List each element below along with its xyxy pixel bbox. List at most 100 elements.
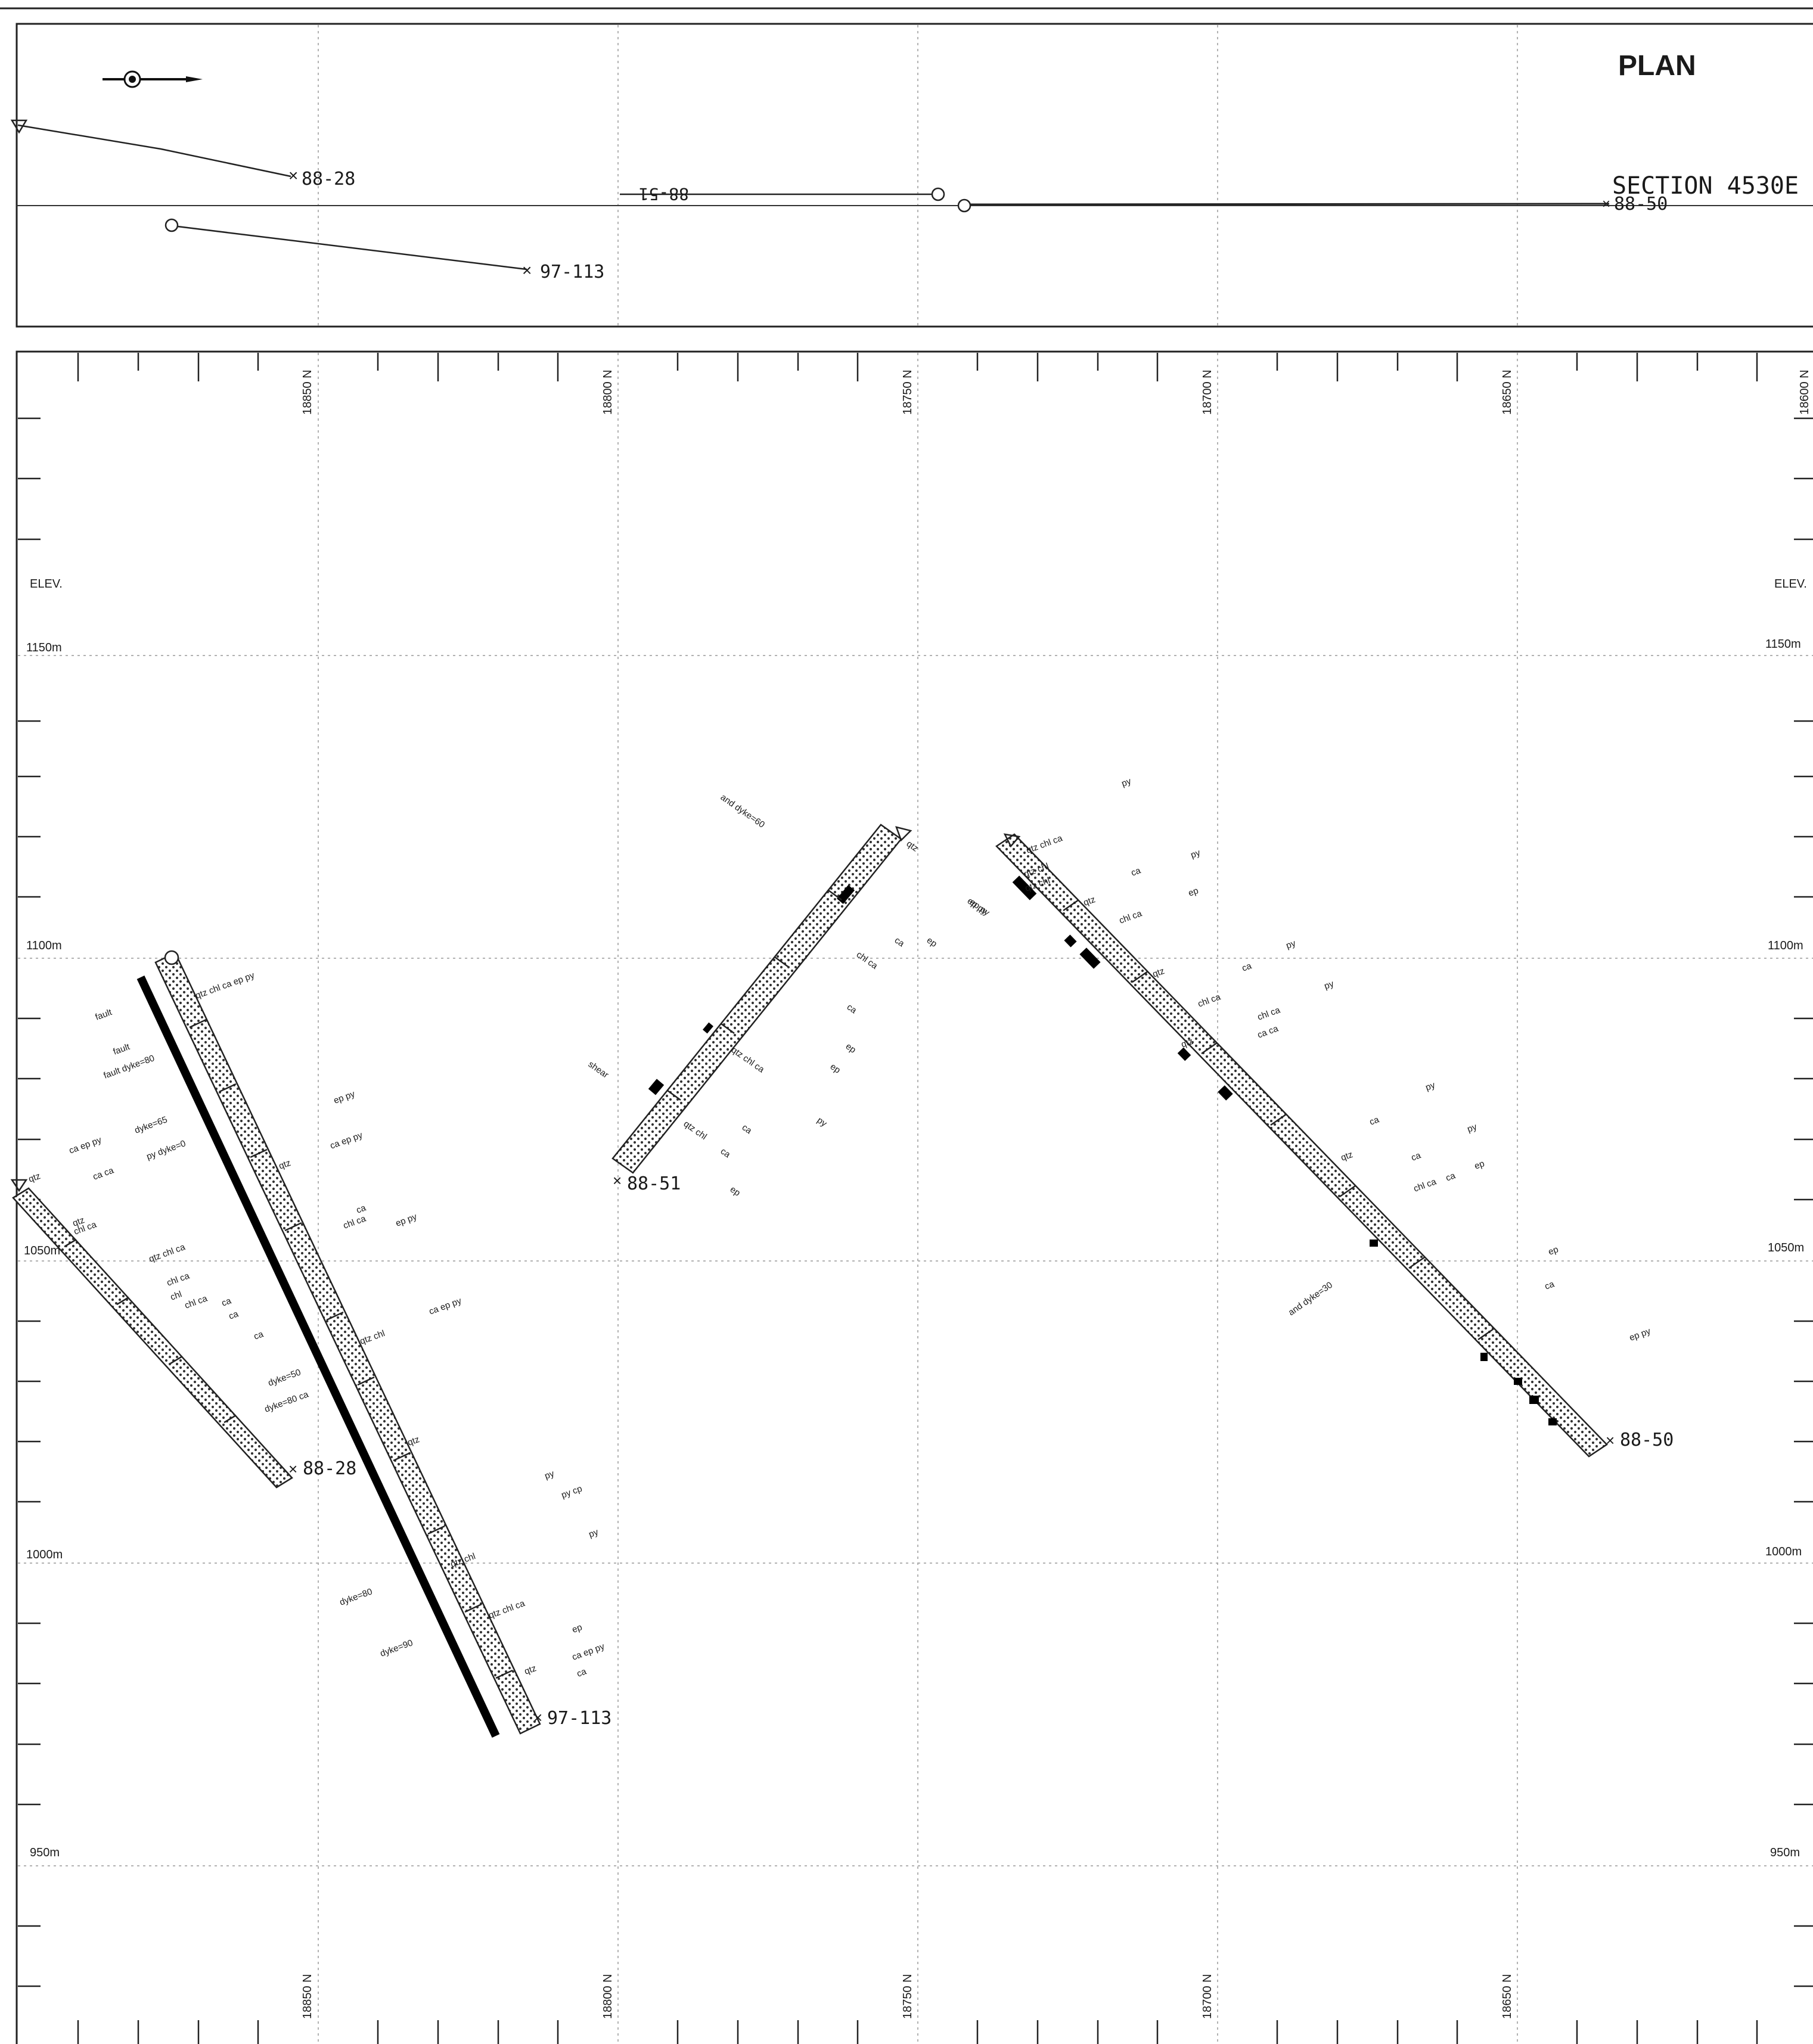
svg-text:chl ca: chl ca [1197,992,1222,1009]
svg-text:18700 N: 18700 N [1201,1974,1214,2019]
svg-text:ca: ca [228,1309,240,1322]
svg-text:×: × [288,1460,297,1478]
svg-text:18650 N: 18650 N [1501,369,1514,415]
svg-text:ep: ep [1547,1244,1560,1257]
svg-text:ca: ca [253,1329,265,1342]
svg-text:ep: ep [1473,1158,1486,1172]
svg-text:ca: ca [221,1296,233,1309]
svg-text:18800 N: 18800 N [601,1974,614,2019]
svg-text:py dyke=0: py dyke=0 [145,1138,187,1162]
annotations-97-113: qtz chl ca ep py ep py ca ep py ca chl c… [194,970,607,1679]
svg-text:×: × [613,1172,622,1189]
svg-text:py: py [815,1115,829,1129]
svg-text:py: py [1466,1122,1479,1135]
svg-text:chl ca: chl ca [855,949,880,971]
svg-text:dyke=50: dyke=50 [267,1367,303,1388]
svg-text:1100m: 1100m [26,939,62,952]
svg-text:qtz: qtz [278,1158,293,1172]
svg-text:qtz chl: qtz chl [682,1119,709,1142]
svg-text:ep: ep [1187,886,1200,899]
svg-text:chl: chl [169,1289,184,1303]
svg-text:ELEV.: ELEV. [30,577,63,591]
svg-text:py: py [1285,938,1297,951]
svg-text:18600 N: 18600 N [1798,369,1811,415]
svg-text:ep: ep [828,1061,842,1075]
svg-text:ca ca: ca ca [1256,1023,1280,1040]
plan-trace-97-113: × 97-113 [164,218,604,282]
svg-text:chl ca: chl ca [1412,1176,1438,1194]
annotations-88-50: py qtz chl ca qtz chl qtz chl ca py ep q… [1023,776,1653,1343]
svg-text:qtz: qtz [1340,1150,1355,1163]
svg-text:ca: ca [1445,1170,1457,1183]
svg-text:and dyke=60: and dyke=60 [719,792,766,830]
svg-text:ep: ep [925,935,939,949]
svg-text:dyke=80 ca: dyke=80 ca [263,1389,311,1415]
svg-text:ca: ca [576,1666,588,1679]
svg-text:qtz: qtz [1180,1036,1195,1050]
svg-text:×: × [288,166,298,185]
svg-text:qtz chl ca: qtz chl ca [1025,833,1064,856]
svg-text:ep py: ep py [1628,1326,1653,1343]
drillhole-88-28: × 88-28 [10,1179,356,1489]
hole-label-97-113: 97-113 [547,1708,611,1729]
svg-text:ca: ca [355,1203,368,1216]
svg-text:qtz chl ca ep py: qtz chl ca ep py [194,970,256,1001]
svg-text:chl ca: chl ca [342,1213,368,1231]
hole-label-88-28: 88-28 [303,1458,356,1479]
svg-text:18700 N: 18700 N [1201,369,1214,415]
svg-text:fault: fault [94,1007,114,1023]
plan-trace-88-51: 88-51 [620,184,945,204]
svg-text:×: × [533,1708,542,1726]
svg-text:dyke=80: dyke=80 [339,1586,374,1608]
svg-text:88-51: 88-51 [639,184,689,204]
hole-label-88-51: 88-51 [627,1173,681,1194]
svg-text:qtz chl: qtz chl [359,1328,387,1347]
plan-title: PLAN [1618,50,1696,82]
svg-text:1050m: 1050m [1768,1241,1804,1254]
svg-text:18850 N: 18850 N [301,369,314,415]
svg-text:×: × [522,261,532,279]
svg-text:py: py [544,1468,556,1481]
svg-text:qtz chl ca: qtz chl ca [729,1045,766,1075]
svg-text:qtz: qtz [905,838,920,853]
svg-text:18850 N: 18850 N [301,1974,314,2019]
svg-text:py: py [588,1527,600,1540]
svg-text:1000m: 1000m [1765,1545,1802,1558]
svg-text:ca ep py: ca ep py [68,1135,104,1156]
svg-text:ca ca: ca ca [92,1165,116,1182]
northing-labels-bottom: 18850 N 18800 N 18750 N 18700 N 18650 N [301,1974,1514,2019]
svg-text:ca ep py: ca ep py [571,1641,607,1663]
svg-text:ep: ep [571,1622,583,1635]
section-label: SECTION 4530E [1612,172,1799,200]
svg-text:1150m: 1150m [26,641,62,654]
svg-text:ca ep py: ca ep py [428,1296,464,1317]
svg-text:1150m: 1150m [1765,638,1801,651]
svg-text:18650 N: 18650 N [1501,1974,1514,2019]
svg-text:88-28: 88-28 [302,169,355,190]
svg-text:18750 N: 18750 N [901,369,914,415]
svg-text:py: py [1323,978,1336,992]
drillhole-88-51: × 88-51 [611,824,912,1194]
plan-panel: PLAN SECTION 4530E × 88-28 × 97-113 88-5… [10,23,1813,328]
svg-text:py: py [1120,776,1133,789]
svg-text:py: py [1424,1080,1437,1093]
svg-text:chl ca: chl ca [1256,1005,1282,1023]
svg-text:qtz: qtz [523,1663,538,1677]
svg-text:950m: 950m [30,1846,60,1859]
svg-text:and dyke=30: and dyke=30 [1287,1280,1334,1318]
svg-text:1000m: 1000m [26,1548,63,1561]
drillhole-97-113: × 97-113 [136,950,611,1738]
svg-text:qtz: qtz [72,1215,86,1229]
svg-text:ep py: ep py [395,1212,419,1229]
svg-text:1100m: 1100m [1768,939,1803,952]
svg-text:88-50: 88-50 [1614,194,1668,215]
svg-text:qtz: qtz [27,1171,42,1185]
svg-text:×: × [1606,1431,1615,1449]
svg-text:ca: ca [1368,1114,1381,1127]
svg-text:ep: ep [844,1041,858,1055]
northing-labels-top: 18850 N 18800 N 18750 N 18700 N 18650 N … [301,369,1811,415]
svg-text:97-113: 97-113 [540,262,604,282]
plan-trace-88-28: × 88-28 [10,119,355,190]
svg-text:1050m: 1050m [24,1244,60,1257]
